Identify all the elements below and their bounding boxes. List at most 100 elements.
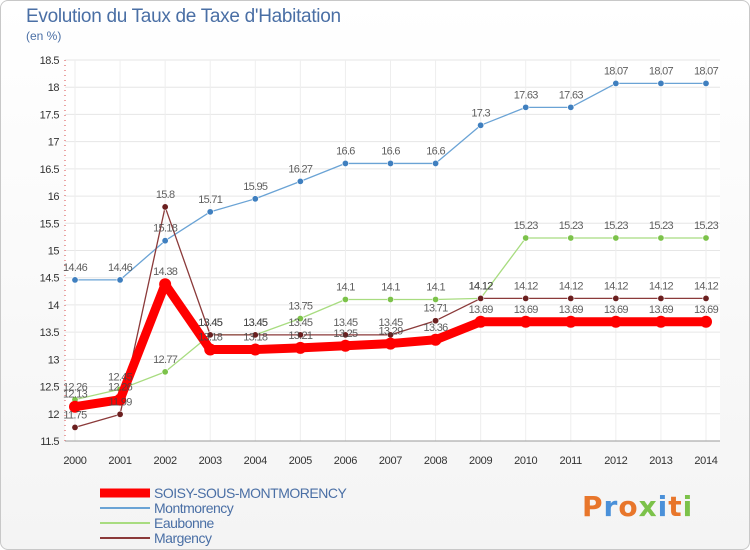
y-axis-unit-label: (en %) bbox=[26, 29, 62, 43]
x-tick-label: 2014 bbox=[694, 455, 717, 467]
series-margency-point bbox=[341, 331, 349, 339]
series-montmorency-point bbox=[386, 159, 394, 167]
series-margency-data-label: 13.45 bbox=[333, 317, 358, 329]
x-tick-label: 2003 bbox=[199, 455, 222, 467]
x-tick-label: 2006 bbox=[334, 455, 357, 467]
series-soisy-sous-montmorency-data-label: 12.13 bbox=[63, 389, 88, 401]
logo-letter: x bbox=[638, 490, 658, 523]
series-soisy-sous-montmorency-data-label: 13.25 bbox=[333, 328, 358, 340]
series-margency-point bbox=[71, 423, 79, 431]
x-tick-label: 2005 bbox=[289, 455, 312, 467]
series-soisy-sous-montmorency-data-label: 13.21 bbox=[288, 330, 313, 342]
series-eaubonne-point bbox=[522, 234, 530, 242]
series-montmorency-point bbox=[251, 195, 259, 203]
y-tick-label: 13 bbox=[48, 354, 60, 366]
series-margency-data-label: 13.45 bbox=[378, 317, 403, 329]
series-soisy-sous-montmorency-data-label: 13.69 bbox=[649, 304, 674, 316]
series-eaubonne-data-label: 13.45 bbox=[243, 317, 268, 329]
series-margency-point bbox=[657, 294, 665, 302]
x-tick-label: 2007 bbox=[379, 455, 402, 467]
series-eaubonne-point bbox=[296, 315, 304, 323]
series-eaubonne-data-label: 13.75 bbox=[288, 301, 313, 313]
series-margency-data-label: 13.45 bbox=[288, 317, 313, 329]
series-margency-data-label: 14.12 bbox=[559, 280, 584, 292]
series-margency-data-label: 15.8 bbox=[156, 189, 175, 201]
series-soisy-sous-montmorency-data-label: 12.26 bbox=[108, 382, 133, 394]
series-soisy-sous-montmorency-point bbox=[114, 393, 127, 406]
series-montmorency-data-label: 16.27 bbox=[288, 163, 313, 175]
y-tick-label: 17.5 bbox=[40, 109, 60, 121]
series-montmorency-data-label: 17.63 bbox=[559, 89, 584, 101]
legend-label: Margency bbox=[154, 530, 212, 546]
series-montmorency-point bbox=[612, 79, 620, 87]
series-eaubonne-data-label: 15.23 bbox=[514, 220, 539, 232]
series-montmorency-data-label: 18.07 bbox=[694, 65, 719, 77]
logo-letter: o bbox=[618, 490, 639, 523]
y-tick-label: 14.5 bbox=[40, 273, 60, 285]
series-soisy-sous-montmorency-point bbox=[474, 315, 487, 328]
series-montmorency-data-label: 15.71 bbox=[198, 194, 223, 206]
x-tick-label: 2012 bbox=[604, 455, 627, 467]
series-soisy-sous-montmorency-point bbox=[654, 315, 667, 328]
legend-label: SOISY-SOUS-MONTMORENCY bbox=[154, 485, 347, 501]
series-margency-point bbox=[161, 203, 169, 211]
series-margency-data-label: 14.12 bbox=[469, 280, 494, 292]
series-soisy-sous-montmorency-point bbox=[69, 400, 81, 413]
series-margency-point bbox=[432, 317, 440, 325]
series-montmorency-point bbox=[296, 177, 304, 185]
x-tick-label: 2004 bbox=[244, 455, 267, 467]
y-tick-label: 17 bbox=[48, 137, 60, 149]
series-eaubonne-data-label: 15.23 bbox=[604, 220, 629, 232]
series-soisy-sous-montmorency-point bbox=[429, 333, 442, 346]
series-margency-data-label: 14.12 bbox=[604, 280, 629, 292]
series-eaubonne-data-label: 14.1 bbox=[426, 281, 445, 293]
series-eaubonne-data-label: 12.26 bbox=[63, 382, 88, 394]
series-margency-data-label: 13.71 bbox=[424, 303, 449, 315]
series-montmorency-point bbox=[161, 237, 169, 245]
series-soisy-sous-montmorency-data-label: 13.69 bbox=[694, 304, 719, 316]
logo-letter: i bbox=[682, 490, 694, 523]
series-margency-point bbox=[116, 410, 124, 418]
series-margency-point bbox=[477, 294, 485, 302]
series-montmorency-point bbox=[657, 79, 665, 87]
y-tick-label: 16.5 bbox=[40, 164, 60, 176]
series-eaubonne-data-label: 15.23 bbox=[649, 220, 674, 232]
series-montmorency-data-label: 15.18 bbox=[153, 223, 178, 235]
y-tick-label: 15 bbox=[48, 246, 60, 258]
series-soisy-sous-montmorency-point bbox=[609, 315, 622, 328]
x-tick-label: 2013 bbox=[649, 455, 672, 467]
series-eaubonne-point bbox=[567, 234, 575, 242]
series-montmorency-data-label: 18.07 bbox=[604, 65, 629, 77]
series-montmorency-point bbox=[206, 208, 214, 216]
series-soisy-sous-montmorency-data-label: 13.18 bbox=[243, 332, 268, 344]
series-margency-point bbox=[522, 294, 530, 302]
y-tick-label: 13.5 bbox=[40, 327, 60, 339]
series-soisy-sous-montmorency-data-label: 14.38 bbox=[153, 266, 178, 278]
series-eaubonne-point bbox=[161, 368, 169, 376]
y-tick-label: 15.5 bbox=[40, 218, 60, 230]
series-eaubonne-point bbox=[657, 234, 665, 242]
series-soisy-sous-montmorency-point bbox=[159, 278, 172, 291]
series-montmorency-data-label: 18.07 bbox=[649, 65, 674, 77]
series-eaubonne-point bbox=[702, 234, 710, 242]
series-margency-data-label: 13.45 bbox=[243, 317, 268, 329]
series-soisy-sous-montmorency-point bbox=[519, 315, 532, 328]
series-margency-point bbox=[206, 331, 214, 339]
y-tick-label: 12 bbox=[48, 409, 60, 421]
series-eaubonne-point bbox=[432, 295, 440, 303]
series-montmorency-point bbox=[477, 121, 485, 129]
series-margency-point bbox=[296, 331, 304, 339]
series-montmorency-data-label: 17.63 bbox=[514, 89, 539, 101]
logo-letter: r bbox=[603, 490, 619, 523]
x-tick-label: 2000 bbox=[63, 455, 86, 467]
series-montmorency-data-label: 17.3 bbox=[471, 107, 490, 119]
series-margency-data-label: 11.99 bbox=[108, 396, 132, 408]
legend-label: Eaubonne bbox=[154, 515, 215, 531]
series-soisy-sous-montmorency-data-label: 13.69 bbox=[559, 304, 584, 316]
series-montmorency-data-label: 16.6 bbox=[381, 145, 400, 157]
series-margency-data-label: 14.12 bbox=[649, 280, 674, 292]
series-montmorency-point bbox=[432, 159, 440, 167]
x-tick-label: 2008 bbox=[424, 455, 447, 467]
series-soisy-sous-montmorency-point bbox=[700, 315, 712, 328]
series-montmorency-point bbox=[522, 103, 530, 111]
